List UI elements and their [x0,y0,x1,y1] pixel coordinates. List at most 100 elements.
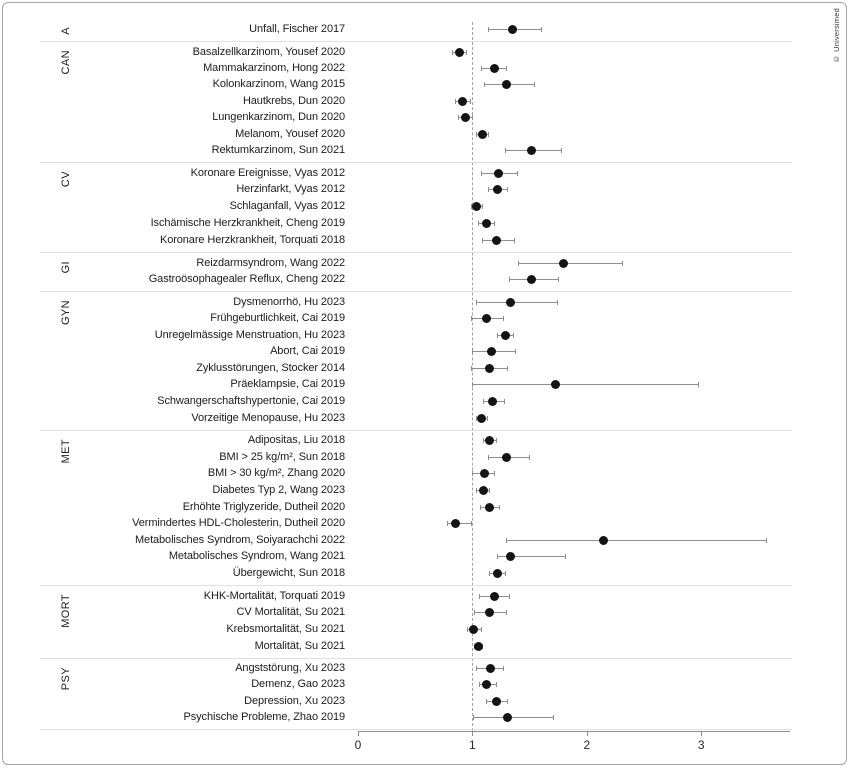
section-separator [40,657,792,659]
point-estimate [478,129,488,139]
point-estimate [489,63,499,73]
ci-cap-right [502,316,504,322]
point-estimate [455,47,465,57]
study-label: Demenz, Gao 2023 [251,678,345,691]
point-estimate [486,664,496,673]
ci-cap-right [503,398,505,404]
point-estimate [507,25,517,34]
point-estimate [559,258,569,268]
ci-cap-right [507,698,509,704]
section-separator [40,585,792,586]
confidence-interval [497,556,566,558]
study-label: Ischämische Herzkrankheit, Cheng 2019 [150,217,346,230]
point-estimate [493,569,503,578]
ci-cap-right [489,487,491,493]
point-estimate [488,396,498,406]
ci-cap-right [513,332,515,338]
confidence-interval [506,539,767,541]
study-label: Schwangerschaftshypertonie, Cai 2019 [157,394,345,407]
ci-cap-left [487,27,489,32]
confidence-interval [476,301,558,303]
section-separator [40,162,792,163]
point-estimate [457,96,467,106]
ci-cap-right [698,382,700,388]
ci-cap-right [481,626,483,632]
study-label: Metabolisches Syndrom, Wang 2021 [168,550,345,563]
point-estimate [472,202,482,212]
study-label: Adipositas, Liu 2018 [247,434,345,446]
point-estimate [477,413,487,423]
ci-cap-right [529,454,531,460]
ci-cap-right [469,98,471,104]
ci-cap-left [473,715,475,720]
ci-cap-right [502,666,504,671]
ci-cap-right [514,238,516,243]
ci-cap-right [493,221,495,227]
point-estimate [481,680,491,690]
study-label: Übergewicht, Sun 2018 [232,567,345,579]
ci-cap-right [515,349,517,355]
ci-cap-right [621,260,623,266]
ci-cap-right [508,593,510,599]
ci-cap-left [481,65,483,71]
point-estimate [505,552,515,562]
study-label: Schlaganfall, Vyas 2012 [229,200,345,213]
point-estimate [501,330,511,340]
ci-cap-right [765,537,767,543]
section-separator [40,429,792,431]
ci-cap-right [561,148,563,153]
ci-cap-right [493,471,495,477]
point-estimate [494,168,504,178]
ci-cap-left [506,537,508,543]
point-estimate [473,641,483,651]
point-estimate [485,363,495,373]
ci-cap-left [471,471,473,477]
ci-cap-right [557,277,559,282]
study-label: Krebsmortalität, Su 2021 [226,622,345,635]
study-label: Abort, Cai 2019 [270,345,345,358]
ci-cap-left [476,131,478,137]
ci-cap-left [470,204,472,210]
point-estimate [461,113,471,123]
study-label: Erhöhte Triglyzeride, Dutheil 2020 [182,500,345,513]
point-estimate [503,713,513,722]
ci-cap-right [482,643,484,649]
ci-cap-right [505,571,507,576]
ci-cap-left [454,98,456,104]
point-estimate [485,608,495,618]
point-estimate [481,314,491,324]
point-estimate [487,347,497,357]
study-label: Diabetes Typ 2, Wang 2023 [212,483,345,496]
study-label: Vorzeitige Menopause, Hu 2023 [191,411,345,424]
point-estimate [527,275,537,284]
ci-cap-left [458,115,460,121]
study-label: Angststörung, Xu 2023 [235,662,345,674]
copyright-credit: © Universimed [832,8,841,64]
ci-cap-left [484,82,486,88]
study-label: Vermindertes HDL-Cholesterin, Dutheil 20… [132,517,345,530]
ci-cap-right [471,115,473,121]
x-axis-tick-label: 0 [354,738,362,752]
study-label: Basalzellkarzinom, Yousef 2020 [192,45,345,58]
point-estimate [491,236,501,245]
ci-cap-left [489,571,491,576]
x-axis-tick-label: 2 [583,738,591,752]
confidence-interval [518,262,623,264]
point-estimate [505,297,515,307]
ci-cap-left [483,398,485,404]
ci-cap-left [476,487,478,493]
ci-cap-left [476,415,478,421]
ci-cap-right [564,554,566,560]
ci-cap-left [517,260,519,266]
point-estimate [469,624,479,634]
ci-cap-left [482,238,484,243]
ci-cap-left [481,170,483,176]
ci-cap-right [495,438,497,443]
ci-cap-right [533,82,535,88]
ci-cap-right [506,610,508,616]
ci-cap-left [452,49,454,55]
confidence-interval [473,717,554,718]
study-label: Dysmenorrhö, Hu 2023 [233,295,345,308]
